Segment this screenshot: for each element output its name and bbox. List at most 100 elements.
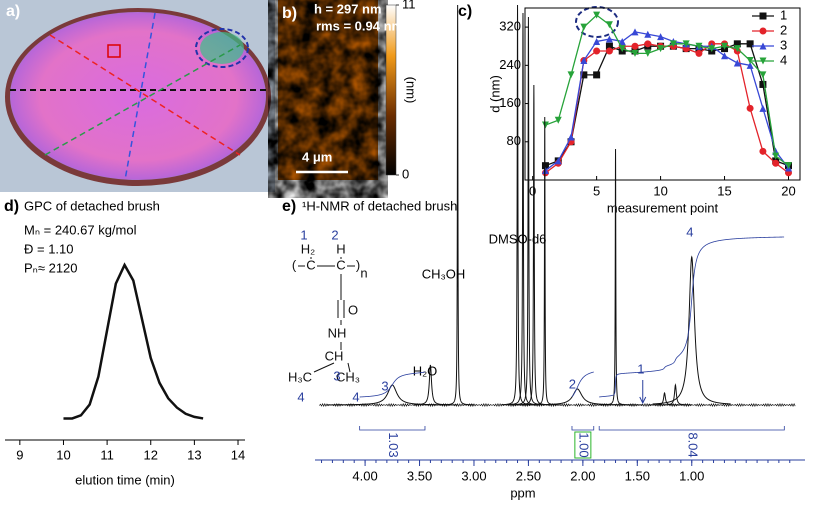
marker (746, 57, 754, 65)
marker (657, 33, 665, 41)
marker (605, 47, 613, 55)
marker (593, 47, 601, 55)
afm-height: h = 297 nm (314, 1, 382, 16)
marker (746, 104, 754, 112)
peak-annotation: CH₃OH (422, 266, 466, 281)
structure-label: ) (356, 257, 360, 272)
assignment: 3 (381, 378, 388, 393)
integral-label: 1.00 (576, 432, 591, 457)
panel-label: d) (4, 198, 19, 215)
chart-title: GPC of detached brush (24, 198, 160, 213)
x-tick-label: 2.00 (570, 468, 595, 483)
marker (554, 116, 562, 124)
x-axis-label: elution time (min) (75, 472, 175, 487)
panel-label: b) (282, 5, 297, 22)
afm-rms: rms = 0.94 nm (316, 18, 403, 33)
marker (541, 166, 549, 174)
marker (695, 42, 703, 50)
annotation: Đ = 1.10 (24, 241, 74, 256)
plot-frame (524, 7, 801, 181)
marker (644, 49, 652, 57)
marker (759, 71, 767, 79)
marker (746, 61, 754, 69)
structure-label: H (336, 241, 345, 256)
marker (733, 45, 741, 53)
marker (554, 157, 562, 165)
marker (644, 30, 652, 38)
marker (567, 133, 575, 141)
gpc-curve (63, 262, 204, 420)
marker (759, 147, 767, 155)
marker (593, 71, 601, 79)
legend-label: 3 (780, 37, 787, 52)
structure-label: 1 (300, 227, 307, 242)
annotation: Mₙ = 240.67 kg/mol (24, 222, 137, 237)
integral-curve (599, 236, 785, 398)
marker (784, 162, 792, 170)
panel-label: c) (458, 3, 472, 20)
marker (733, 59, 741, 67)
x-tick-label: 9 (16, 447, 23, 462)
marker (746, 40, 754, 48)
series-line (545, 31, 790, 171)
structure-label: H₃C (288, 369, 312, 384)
integral-curve (359, 371, 426, 398)
panel-label: a) (6, 3, 20, 20)
marker (541, 121, 549, 129)
colorbar-tick-label: 11 (402, 0, 416, 11)
arrow (639, 380, 647, 405)
x-tick-label: 15 (717, 183, 731, 198)
peak (512, 388, 643, 406)
bond (347, 362, 351, 373)
peak (326, 384, 458, 406)
marker (657, 45, 665, 53)
integral-bracket (598, 426, 785, 431)
photo-panel (0, 0, 275, 192)
colorbar-tick-label: 0 (402, 166, 409, 181)
peak-annotation: H₂O (413, 363, 438, 378)
marker (708, 45, 716, 53)
structure-label: CH₃ (336, 369, 360, 384)
marker (618, 37, 626, 45)
assignment: 1 (637, 361, 644, 376)
peak (652, 255, 731, 405)
colorbar-label: (nm) (404, 77, 419, 104)
panel-label: e) (282, 198, 296, 215)
structure-label: C (336, 257, 345, 272)
x-tick-label: 13 (187, 447, 201, 462)
y-tick-label: 240 (499, 57, 521, 72)
structure-label: NH (328, 325, 347, 340)
x-tick-label: 0 (529, 183, 536, 198)
peak (659, 383, 692, 406)
marker (669, 40, 677, 48)
legend-label: 4 (780, 52, 787, 67)
x-tick-label: 2.50 (516, 468, 541, 483)
structure-label: 4 (352, 389, 359, 404)
structure-label: C (306, 257, 315, 272)
peak (648, 391, 681, 406)
structure-label: n (360, 265, 367, 280)
marker (759, 104, 767, 112)
marker (593, 37, 601, 45)
marker (605, 21, 613, 29)
marker (759, 42, 767, 50)
annotation: Pₙ≈ 2120 (24, 260, 78, 275)
x-tick-label: 1.00 (679, 468, 704, 483)
integral-curve (571, 371, 594, 398)
marker (580, 23, 588, 31)
legend-label: 2 (780, 22, 787, 37)
marker (772, 159, 780, 167)
x-tick-label: 3.00 (461, 468, 486, 483)
chart-title: ¹H-NMR of detached brush (302, 198, 457, 213)
x-tick-label: 20 (781, 183, 795, 198)
structure-label: O (348, 302, 358, 317)
y-tick-label: 80 (507, 133, 521, 148)
x-tick-label: 12 (144, 447, 158, 462)
assignment: 2 (569, 376, 576, 391)
highlight (575, 6, 619, 38)
marker (605, 35, 613, 43)
label-box (574, 431, 592, 459)
marker (721, 52, 729, 60)
x-axis-label: ppm (510, 485, 535, 500)
